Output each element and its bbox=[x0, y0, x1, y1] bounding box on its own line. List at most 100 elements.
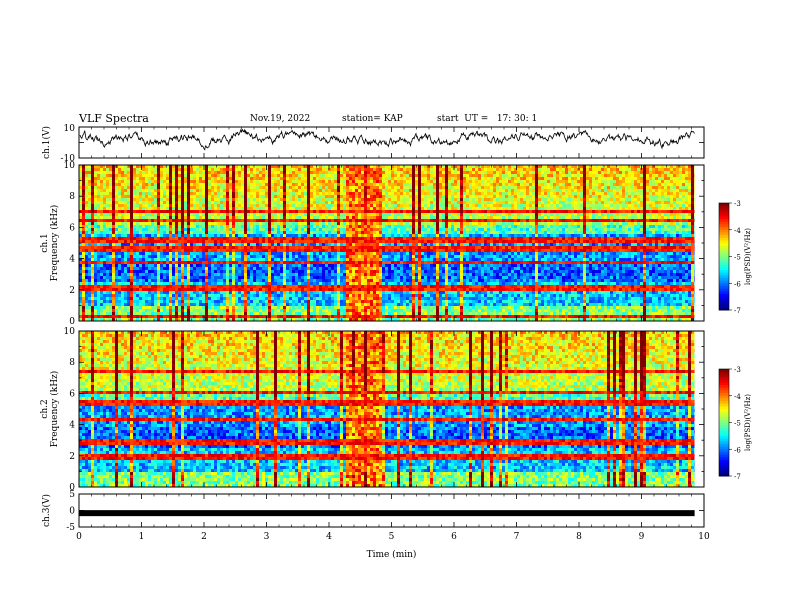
heatmap-cell bbox=[277, 183, 280, 186]
heatmap-cell bbox=[355, 264, 358, 267]
heatmap-cell bbox=[301, 201, 304, 204]
heatmap-cell bbox=[259, 285, 262, 288]
heatmap-cell bbox=[169, 165, 172, 168]
heatmap-cell bbox=[196, 294, 199, 297]
heatmap-cell bbox=[289, 306, 292, 309]
heatmap-cell bbox=[217, 315, 220, 318]
heatmap-cell bbox=[286, 282, 289, 285]
heatmap-cell bbox=[178, 234, 181, 237]
heatmap-cell bbox=[241, 165, 244, 168]
heatmap-cell bbox=[160, 234, 163, 237]
heatmap-cell bbox=[331, 198, 334, 201]
heatmap-cell bbox=[175, 288, 178, 291]
heatmap-cell bbox=[277, 180, 280, 183]
heatmap-cell bbox=[301, 210, 304, 213]
heatmap-cell bbox=[196, 177, 199, 180]
heatmap-cell bbox=[235, 297, 238, 300]
heatmap-cell bbox=[313, 174, 316, 177]
heatmap-cell bbox=[124, 189, 127, 192]
heatmap-cell bbox=[169, 219, 172, 222]
heatmap-cell bbox=[328, 309, 331, 312]
heatmap-cell bbox=[139, 216, 142, 219]
heatmap-cell bbox=[352, 246, 355, 249]
heatmap-cell bbox=[256, 273, 259, 276]
heatmap-cell bbox=[310, 270, 313, 273]
heatmap-cell bbox=[265, 285, 268, 288]
heatmap-cell bbox=[79, 189, 82, 192]
heatmap-cell bbox=[139, 303, 142, 306]
heatmap-cell bbox=[325, 225, 328, 228]
heatmap-cell bbox=[91, 240, 94, 243]
heatmap-cell bbox=[79, 183, 82, 186]
heatmap-cell bbox=[214, 276, 217, 279]
heatmap-cell bbox=[193, 285, 196, 288]
heatmap-cell bbox=[316, 177, 319, 180]
heatmap-cell bbox=[163, 285, 166, 288]
heatmap-cell bbox=[298, 318, 301, 321]
heatmap-cell bbox=[85, 273, 88, 276]
heatmap-cell bbox=[346, 300, 349, 303]
heatmap-cell bbox=[289, 285, 292, 288]
heatmap-cell bbox=[166, 195, 169, 198]
heatmap-cell bbox=[244, 198, 247, 201]
heatmap-cell bbox=[325, 309, 328, 312]
heatmap-cell bbox=[160, 300, 163, 303]
heatmap-cell bbox=[79, 252, 82, 255]
heatmap-cell bbox=[151, 273, 154, 276]
heatmap-cell bbox=[199, 183, 202, 186]
heatmap-cell bbox=[277, 210, 280, 213]
heatmap-cell bbox=[190, 237, 193, 240]
heatmap-cell bbox=[253, 255, 256, 258]
heatmap-cell bbox=[145, 309, 148, 312]
heatmap-cell bbox=[100, 234, 103, 237]
heatmap-cell bbox=[208, 192, 211, 195]
heatmap-cell bbox=[223, 240, 226, 243]
heatmap-cell bbox=[247, 246, 250, 249]
heatmap-cell bbox=[247, 228, 250, 231]
heatmap-cell bbox=[253, 231, 256, 234]
heatmap-cell bbox=[256, 183, 259, 186]
heatmap-cell bbox=[352, 204, 355, 207]
heatmap-cell bbox=[244, 264, 247, 267]
heatmap-cell bbox=[151, 225, 154, 228]
heatmap-cell bbox=[250, 291, 253, 294]
heatmap-cell bbox=[274, 279, 277, 282]
heatmap-cell bbox=[199, 204, 202, 207]
heatmap-cell bbox=[154, 183, 157, 186]
heatmap-cell bbox=[301, 252, 304, 255]
heatmap-cell bbox=[139, 186, 142, 189]
heatmap-cell bbox=[130, 186, 133, 189]
heatmap-cell bbox=[190, 234, 193, 237]
heatmap-cell bbox=[148, 168, 151, 171]
heatmap-cell bbox=[202, 195, 205, 198]
heatmap-cell bbox=[127, 279, 130, 282]
heatmap-cell bbox=[283, 297, 286, 300]
heatmap-cell bbox=[190, 231, 193, 234]
heatmap-cell bbox=[313, 243, 316, 246]
heatmap-cell bbox=[274, 174, 277, 177]
heatmap-cell bbox=[268, 237, 271, 240]
heatmap-cell bbox=[160, 177, 163, 180]
heatmap-cell bbox=[355, 318, 358, 321]
heatmap-cell bbox=[94, 303, 97, 306]
heatmap-cell bbox=[217, 273, 220, 276]
heatmap-cell bbox=[166, 282, 169, 285]
heatmap-cell bbox=[304, 288, 307, 291]
heatmap-cell bbox=[175, 183, 178, 186]
heatmap-cell bbox=[205, 279, 208, 282]
heatmap-cell bbox=[199, 291, 202, 294]
heatmap-cell bbox=[121, 183, 124, 186]
heatmap-cell bbox=[187, 237, 190, 240]
heatmap-cell bbox=[334, 303, 337, 306]
heatmap-cell bbox=[133, 165, 136, 168]
heatmap-cell bbox=[265, 189, 268, 192]
heatmap-cell bbox=[220, 273, 223, 276]
heatmap-cell bbox=[214, 312, 217, 315]
heatmap-cell bbox=[247, 192, 250, 195]
heatmap-cell bbox=[88, 255, 91, 258]
heatmap-cell bbox=[163, 165, 166, 168]
heatmap-cell bbox=[220, 210, 223, 213]
heatmap-cell bbox=[148, 231, 151, 234]
heatmap-cell bbox=[220, 264, 223, 267]
heatmap-cell bbox=[319, 219, 322, 222]
